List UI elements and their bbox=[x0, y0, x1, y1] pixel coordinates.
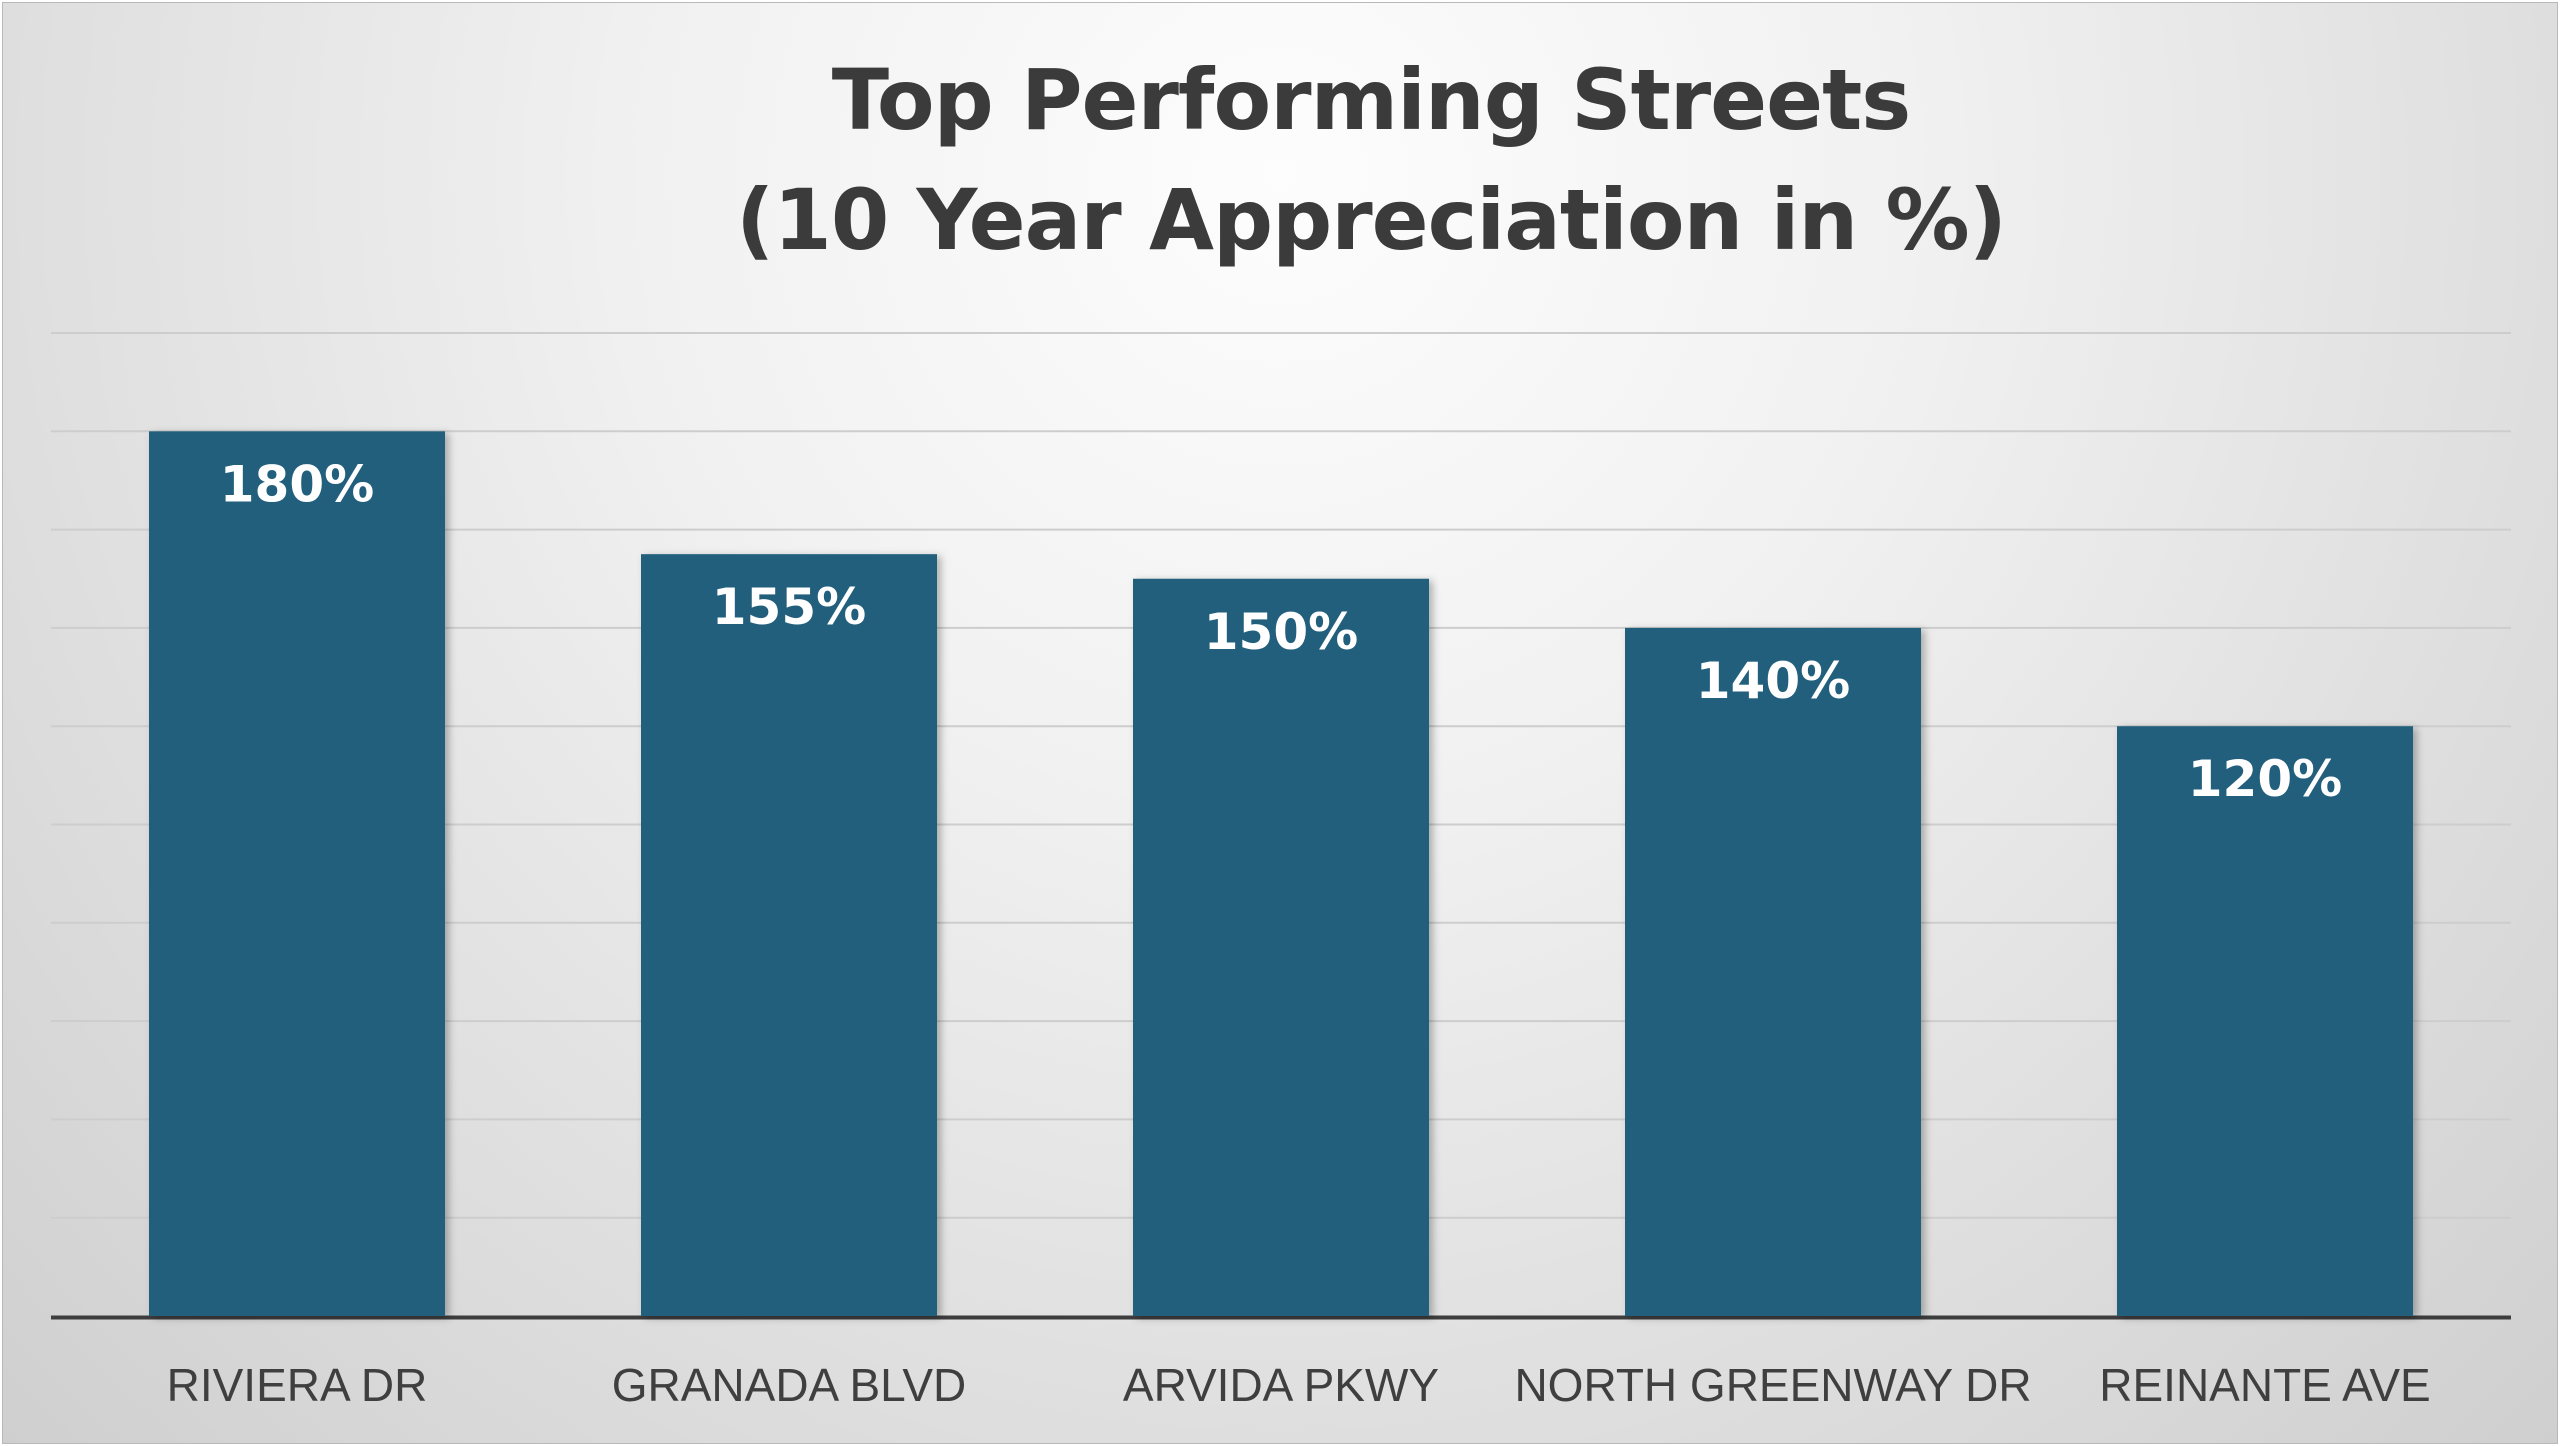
bars bbox=[149, 431, 2413, 1316]
data-label: 155% bbox=[712, 578, 866, 636]
chart-subtitle: (10 Year Appreciation in %) bbox=[736, 171, 2006, 269]
bar-chart: Top Performing Streets (10 Year Apprecia… bbox=[51, 51, 2511, 1411]
data-label: 180% bbox=[220, 455, 374, 513]
bar bbox=[641, 554, 937, 1316]
data-labels: 180% 155% 150% 140% 120% bbox=[220, 455, 2342, 808]
data-label: 150% bbox=[1204, 603, 1358, 661]
x-tick-label: RIVIERA DR bbox=[167, 1359, 428, 1411]
data-label: 140% bbox=[1696, 652, 1850, 710]
x-tick-label: ARVIDA PKWY bbox=[1123, 1359, 1439, 1411]
data-label: 120% bbox=[2188, 750, 2342, 808]
bar bbox=[1625, 627, 1921, 1316]
x-tick-labels: RIVIERA DR GRANADA BLVD ARVIDA PKWY NORTH G… bbox=[167, 1359, 2431, 1411]
x-tick-label: REINANTE AVE bbox=[2099, 1359, 2430, 1411]
bar bbox=[2117, 726, 2413, 1316]
bar bbox=[1133, 578, 1429, 1316]
bar bbox=[149, 431, 445, 1316]
chart-title: Top Performing Streets bbox=[832, 51, 1911, 149]
x-tick-label: GRANADA BLVD bbox=[612, 1359, 966, 1411]
x-tick-label: NORTH GREENWAY DR bbox=[1514, 1359, 2031, 1411]
